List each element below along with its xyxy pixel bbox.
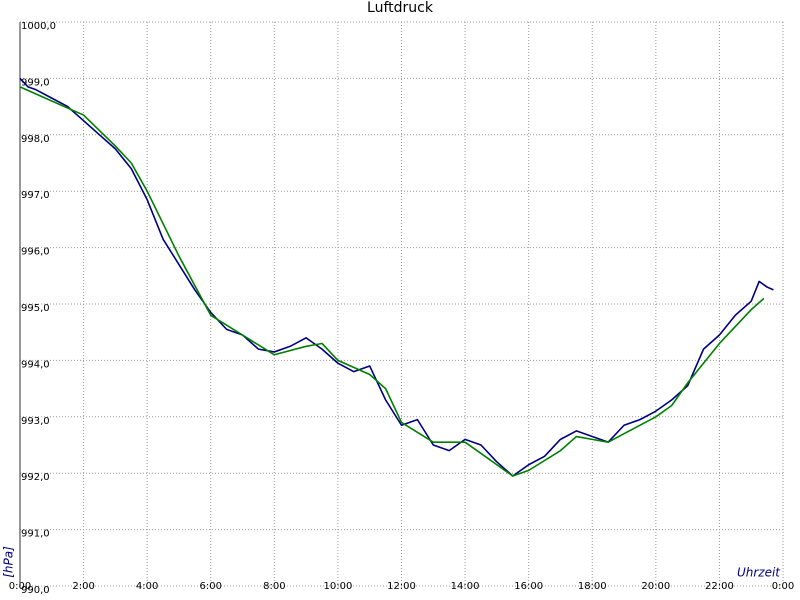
y-tick-label: 994,0 bbox=[21, 359, 50, 370]
y-tick-label: 997,0 bbox=[21, 190, 50, 201]
x-tick-label: 12:00 bbox=[387, 581, 416, 592]
x-tick-label: 6:00 bbox=[200, 581, 222, 592]
x-tick-label: 2:00 bbox=[72, 581, 94, 592]
data-line bbox=[19, 77, 774, 477]
x-tick-label: 22:00 bbox=[705, 581, 734, 592]
y-tick-label: 990,0 bbox=[21, 585, 50, 596]
y-tick-label: 991,0 bbox=[21, 529, 50, 540]
y-tick-label: 993,0 bbox=[21, 416, 50, 427]
x-tick-label: 10:00 bbox=[324, 581, 353, 592]
y-tick-label: 998,0 bbox=[21, 134, 50, 145]
y-tick-label: 999,0 bbox=[21, 77, 50, 88]
x-axis-label: Uhrzeit bbox=[737, 566, 781, 580]
x-tick-label: 16:00 bbox=[514, 581, 543, 592]
y-tick-label: 996,0 bbox=[21, 247, 50, 258]
x-tick-label: 4:00 bbox=[136, 581, 158, 592]
y-tick-label: 992,0 bbox=[21, 472, 50, 483]
x-tick-label: 8:00 bbox=[263, 581, 285, 592]
chart-title: Luftdruck bbox=[367, 0, 434, 16]
y-tick-label: 1000,0 bbox=[21, 21, 56, 32]
x-tick-label: 18:00 bbox=[578, 581, 607, 592]
y-axis-label: [hPa] bbox=[2, 546, 16, 578]
x-tick-label: 0:00 bbox=[9, 581, 31, 592]
x-tick-label: 14:00 bbox=[451, 581, 480, 592]
y-tick-label: 995,0 bbox=[21, 303, 50, 314]
x-tick-label: 0:00 bbox=[772, 581, 794, 592]
data-line bbox=[19, 86, 765, 477]
x-tick-label: 20:00 bbox=[641, 581, 670, 592]
